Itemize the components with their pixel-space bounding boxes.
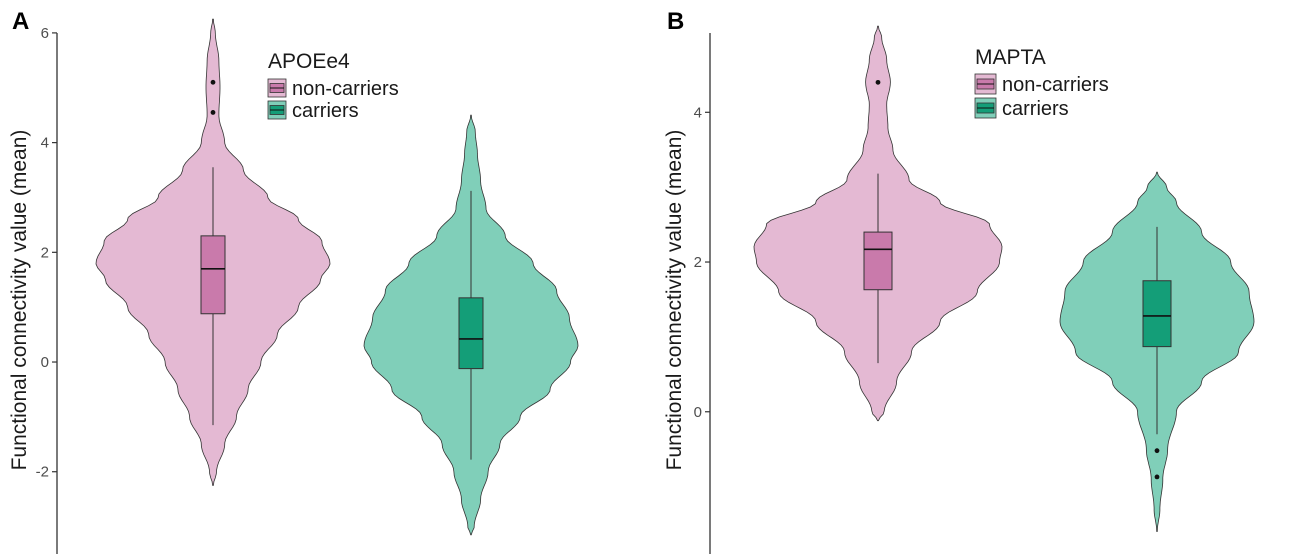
panel-label-b: B — [667, 8, 685, 35]
outlier-point — [1154, 448, 1160, 454]
panel-b: B 0 2 4 Functional connectivity value (mean… — [655, 0, 1293, 554]
box-non-carriers — [863, 231, 893, 291]
y-tick-label: 6 — [41, 25, 49, 42]
panel-a: A -2 0 2 4 6 Functional connectivity value (m… — [8, 8, 579, 554]
violin-chart-mapta: 0 2 4 Functional connectivity value (mean) M… — [663, 25, 1255, 554]
y-tick-label: 4 — [41, 135, 49, 152]
y-tick-label: 4 — [694, 104, 702, 121]
legend-title: APOEe4 — [268, 50, 350, 73]
y-tick-label: 2 — [694, 254, 702, 271]
legend-entry-label: carriers — [1002, 98, 1069, 120]
y-tick-label: 0 — [41, 354, 49, 371]
violin-chart-apoee4: -2 0 2 4 6 Functional connectivity value (mea… — [8, 18, 579, 554]
legend-title: MAPTA — [975, 46, 1046, 69]
legend-entry-label: non-carriers — [1002, 74, 1109, 96]
y-tick-label: -2 — [36, 464, 49, 481]
panel-label-a: A — [12, 8, 30, 35]
y-tick-label: 0 — [694, 404, 702, 421]
box-carriers — [458, 297, 484, 370]
legend-entry-label: non-carriers — [292, 78, 399, 100]
outlier-point — [210, 79, 216, 85]
y-axis-label: Functional connectivity value (mean) — [8, 130, 31, 471]
box-non-carriers — [200, 235, 226, 315]
box-carriers — [1142, 280, 1172, 348]
y-axis-label: Functional connectivity value (mean) — [663, 130, 686, 471]
outlier-point — [1154, 474, 1160, 480]
outlier-point — [875, 79, 881, 85]
y-tick-label: 2 — [41, 244, 49, 261]
outlier-point — [210, 110, 216, 115]
legend-entry-label: carriers — [292, 100, 359, 122]
